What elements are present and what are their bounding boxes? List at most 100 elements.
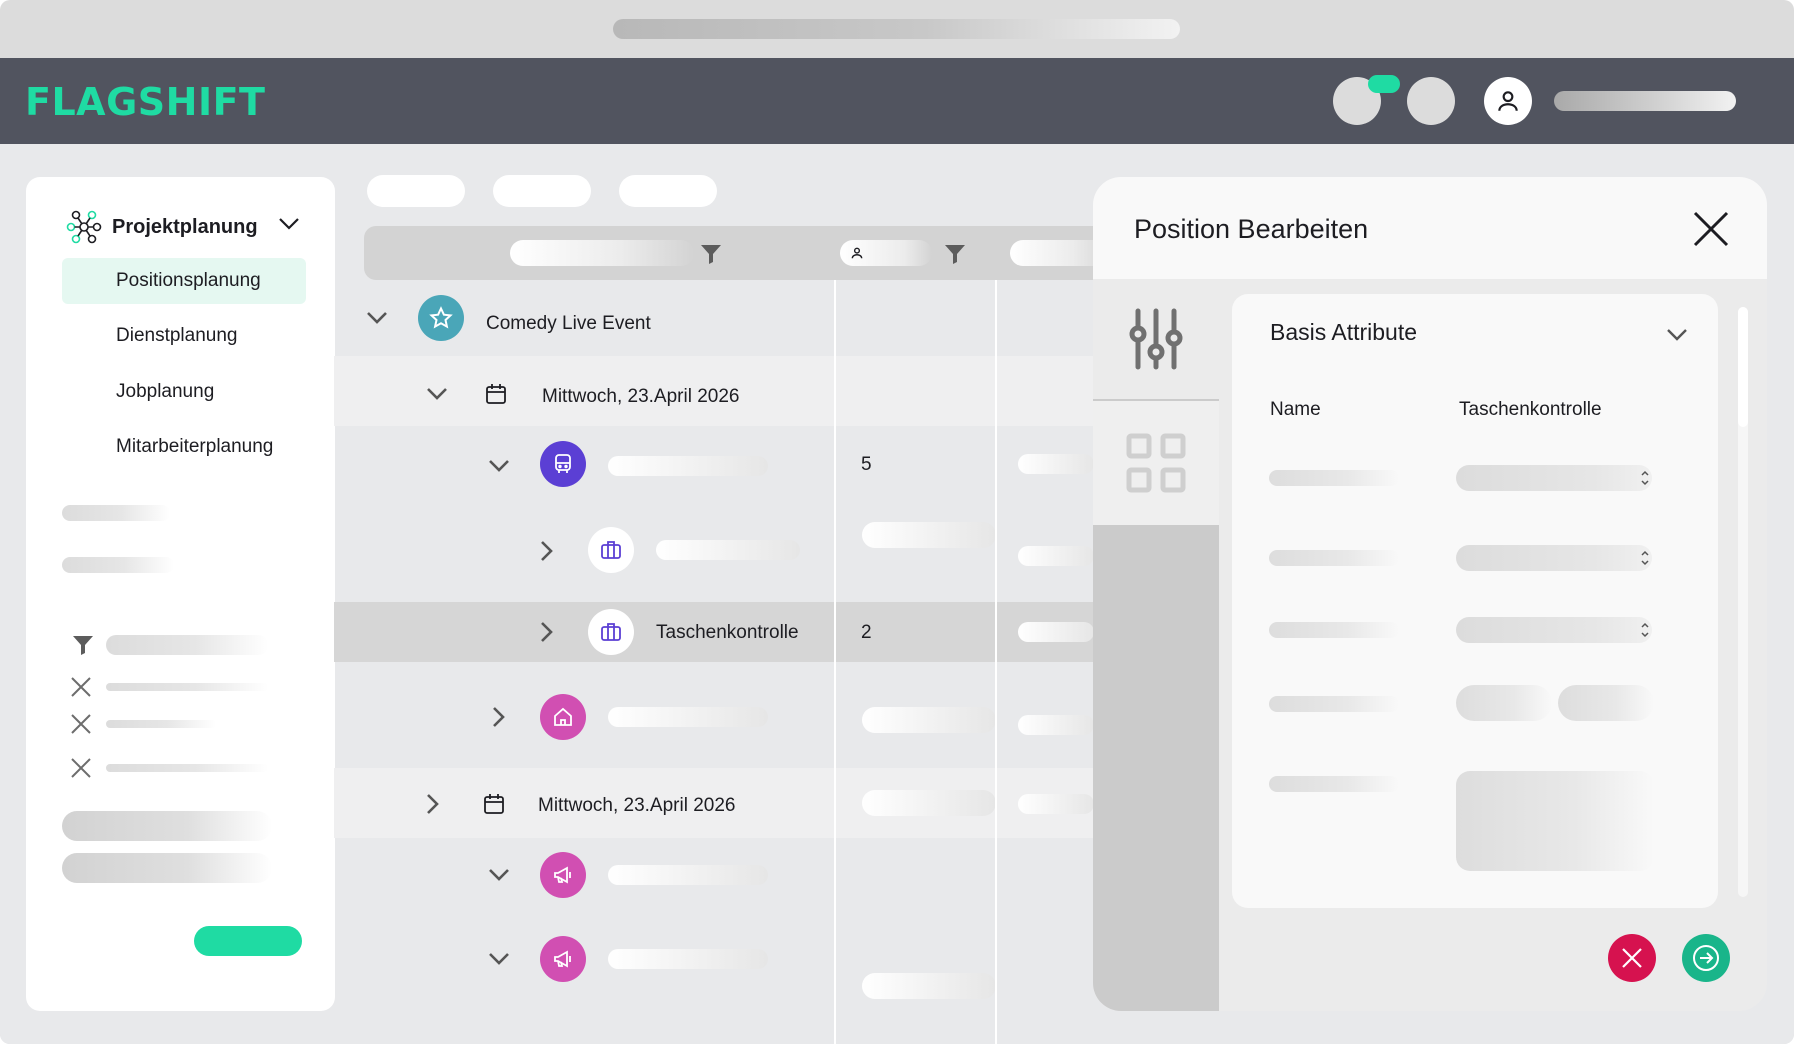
time-field[interactable]: [1456, 685, 1552, 721]
x-icon[interactable]: [70, 676, 92, 698]
position-avatar: [540, 441, 586, 487]
chevron-down-icon[interactable]: [366, 311, 388, 325]
chevron-right-icon[interactable]: [540, 621, 554, 643]
event-label: Comedy Live Event: [486, 313, 651, 334]
sidebar-item-mitarbeiterplanung[interactable]: Mitarbeiterplanung: [116, 436, 274, 457]
settings-icon[interactable]: [1407, 77, 1455, 125]
x-icon[interactable]: [70, 757, 92, 779]
tab-layout[interactable]: [1093, 401, 1219, 525]
funnel-icon[interactable]: [700, 243, 722, 265]
apply-button[interactable]: [194, 926, 302, 956]
tree-row-position[interactable]: [334, 662, 1094, 768]
cell-placeholder: [1018, 622, 1094, 642]
cell-placeholder: [862, 790, 996, 816]
confirm-button[interactable]: [1682, 934, 1730, 982]
position-name-placeholder: [608, 865, 768, 885]
person-icon: [851, 247, 863, 259]
funnel-icon[interactable]: [72, 634, 94, 656]
filter-tag-placeholder: [106, 764, 268, 772]
chevron-down-icon[interactable]: [426, 387, 448, 401]
star-icon: [429, 306, 453, 329]
bus-icon: [555, 454, 571, 473]
job-name-placeholder: [656, 540, 800, 560]
sidebar-item-dienstplanung[interactable]: Dienstplanung: [116, 325, 238, 346]
close-icon: [1622, 948, 1642, 968]
tree-row-day[interactable]: Mittwoch, 23.April 2026: [334, 768, 1094, 838]
tree-row-position[interactable]: [334, 838, 1094, 922]
position-count: 5: [861, 454, 872, 475]
view-pill[interactable]: [367, 175, 465, 207]
filter-placeholder: [106, 635, 268, 655]
user-name-placeholder: [1554, 91, 1736, 111]
description-textarea[interactable]: [1456, 771, 1654, 871]
field-label-placeholder: [1269, 550, 1399, 566]
project-title: Projektplanung: [112, 215, 258, 238]
app-header: FLAGSHIFT: [0, 58, 1794, 144]
tab-attributes[interactable]: [1093, 279, 1219, 399]
tree-row-event[interactable]: Comedy Live Event: [334, 280, 1094, 356]
day-label: Mittwoch, 23.April 2026: [542, 386, 740, 407]
tree-row-job[interactable]: [334, 502, 1094, 602]
field-label-placeholder: [1269, 776, 1399, 792]
job-avatar: [588, 527, 634, 573]
project-switcher[interactable]: Projektplanung: [64, 207, 258, 247]
person-filter-field[interactable]: [840, 240, 932, 266]
chevron-right-icon[interactable]: [492, 706, 506, 728]
tree-row-position[interactable]: [334, 922, 1094, 1012]
chevron-down-icon[interactable]: [488, 459, 510, 473]
chevron-down-icon[interactable]: [278, 217, 300, 231]
sidebar-placeholder: [62, 557, 174, 573]
position-avatar: [540, 694, 586, 740]
scrollbar[interactable]: [1738, 307, 1748, 897]
chevron-right-icon[interactable]: [426, 793, 440, 815]
view-pill[interactable]: [619, 175, 717, 207]
scrollbar-thumb[interactable]: [1738, 307, 1748, 427]
select-field[interactable]: [1456, 545, 1652, 571]
sidebar-item-positionsplanung[interactable]: Positionsplanung: [62, 258, 306, 304]
cell-placeholder: [862, 522, 996, 548]
name-value: Taschenkontrolle: [1459, 399, 1602, 420]
user-icon: [1498, 91, 1518, 111]
cell-placeholder: [1018, 454, 1094, 474]
house-icon: [554, 707, 572, 726]
chevron-down-icon[interactable]: [1666, 328, 1688, 342]
funnel-icon[interactable]: [944, 243, 966, 265]
view-pill[interactable]: [493, 175, 591, 207]
position-name-placeholder: [608, 707, 768, 727]
chevron-down-icon[interactable]: [488, 868, 510, 882]
job-label: Taschenkontrolle: [656, 622, 799, 643]
edit-position-panel: Position Bearbeiten Basis Attribute Name: [1093, 177, 1767, 1011]
cancel-button[interactable]: [1608, 934, 1656, 982]
column-search-field[interactable]: [510, 240, 694, 266]
updown-arrows-icon: [1641, 550, 1649, 566]
x-icon[interactable]: [70, 713, 92, 735]
job-avatar: [588, 609, 634, 655]
panel-header: Position Bearbeiten: [1093, 177, 1767, 279]
tree-row-position[interactable]: 5: [334, 426, 1094, 502]
time-field[interactable]: [1558, 685, 1654, 721]
card-title: Basis Attribute: [1270, 319, 1418, 345]
network-nodes-icon: [66, 210, 102, 244]
tree-row-job-selected[interactable]: Taschenkontrolle 2: [334, 602, 1094, 662]
user-avatar[interactable]: [1484, 77, 1532, 125]
megaphone-icon: [554, 950, 571, 968]
job-count: 2: [861, 622, 872, 643]
sidebar: Projektplanung Positionsplanung Dienstpl…: [26, 177, 335, 1011]
name-label: Name: [1270, 399, 1321, 420]
address-bar[interactable]: [613, 19, 1180, 39]
chevron-right-icon[interactable]: [540, 540, 554, 562]
megaphone-icon: [554, 866, 571, 884]
select-field[interactable]: [1456, 617, 1652, 643]
event-avatar: [418, 295, 464, 341]
sidebar-block-placeholder: [62, 811, 272, 841]
sidebar-item-jobplanung[interactable]: Jobplanung: [116, 381, 215, 402]
basis-attributes-card: Basis Attribute Name Taschenkontrolle: [1232, 294, 1718, 908]
panel-title: Position Bearbeiten: [1134, 214, 1369, 244]
sliders-icon: [1129, 308, 1183, 370]
tree-row-day[interactable]: Mittwoch, 23.April 2026: [334, 356, 1094, 426]
chevron-down-icon[interactable]: [488, 952, 510, 966]
position-avatar: [540, 852, 586, 898]
close-icon[interactable]: [1691, 209, 1731, 249]
select-field[interactable]: [1456, 465, 1652, 491]
